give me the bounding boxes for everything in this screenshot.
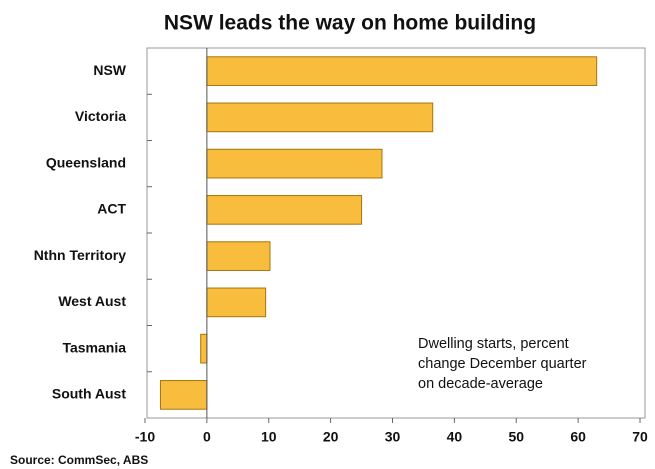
annotation: Dwelling starts, percent (418, 336, 569, 352)
x-tick-label: 60 (570, 429, 586, 445)
chart-title: NSW leads the way on home building (164, 12, 536, 35)
source-note: Source: CommSec, ABS (10, 453, 148, 467)
y-tick-label: Victoria (75, 108, 126, 124)
x-tick-label: 40 (447, 429, 463, 445)
y-tick-label: ACT (97, 201, 126, 217)
x-tick-label: -10 (135, 429, 155, 445)
bar (206, 148, 383, 179)
bar (206, 195, 363, 225)
annotation: on decade-average (418, 376, 543, 392)
x-tick-label: 20 (323, 429, 339, 445)
y-tick-label: Nthn Territory (34, 247, 127, 263)
x-tick-label: 30 (385, 429, 401, 445)
y-tick-label: West Aust (58, 293, 126, 309)
bar (206, 287, 267, 318)
annotation: change December quarter (418, 356, 587, 372)
y-tick-label: South Aust (52, 386, 126, 402)
bar (206, 102, 434, 133)
y-tick-label: Tasmania (62, 339, 126, 355)
bar (206, 241, 271, 271)
x-tick-label: 0 (203, 429, 211, 445)
bar (206, 56, 598, 86)
x-tick-label: 50 (508, 429, 524, 445)
x-tick-label: 70 (632, 429, 648, 445)
y-tick-label: NSW (93, 62, 126, 78)
bar (159, 380, 208, 410)
y-tick-label: Queensland (46, 154, 126, 170)
x-tick-label: 10 (261, 429, 277, 445)
bar (200, 333, 208, 364)
